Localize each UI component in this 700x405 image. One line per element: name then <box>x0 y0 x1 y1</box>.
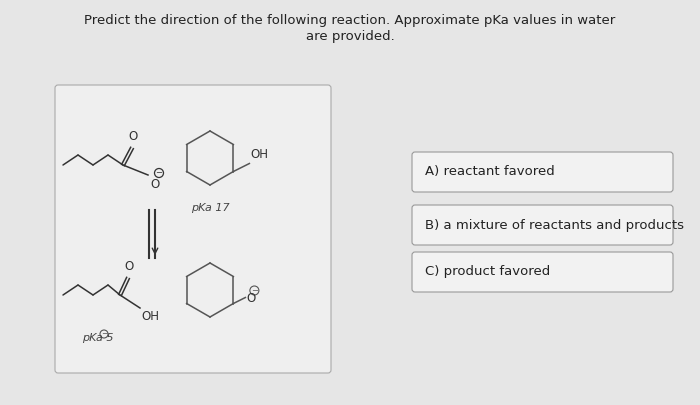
Text: −: − <box>155 168 162 177</box>
Text: A) reactant favored: A) reactant favored <box>425 166 554 179</box>
Text: OH: OH <box>141 310 159 323</box>
Text: are provided.: are provided. <box>306 30 394 43</box>
Text: O: O <box>125 260 134 273</box>
Text: O: O <box>128 130 138 143</box>
Text: −: − <box>101 330 107 339</box>
Text: pKa 5: pKa 5 <box>82 333 113 343</box>
FancyBboxPatch shape <box>412 252 673 292</box>
Text: pKa 17: pKa 17 <box>190 203 230 213</box>
FancyBboxPatch shape <box>412 205 673 245</box>
Text: Predict the direction of the following reaction. Approximate pKa values in water: Predict the direction of the following r… <box>85 14 615 27</box>
FancyBboxPatch shape <box>412 152 673 192</box>
Text: OH: OH <box>251 149 268 162</box>
Text: O: O <box>246 292 256 305</box>
FancyBboxPatch shape <box>55 85 331 373</box>
Text: O: O <box>150 178 160 191</box>
Text: B) a mixture of reactants and products: B) a mixture of reactants and products <box>425 219 684 232</box>
Text: −: − <box>251 286 258 295</box>
Text: C) product favored: C) product favored <box>425 266 550 279</box>
